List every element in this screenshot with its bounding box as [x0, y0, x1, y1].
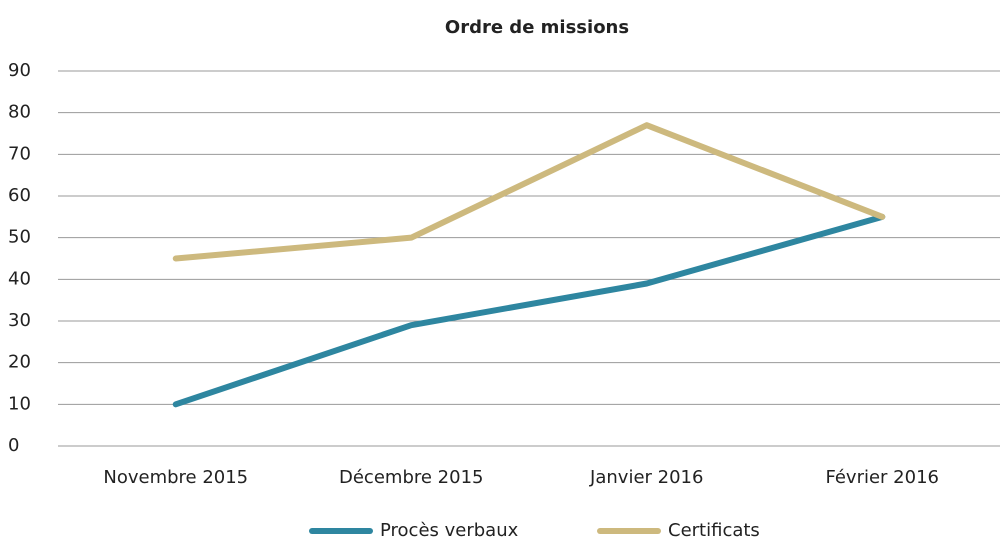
- y-tick-label: 40: [8, 268, 31, 289]
- x-tick-label: Janvier 2016: [589, 467, 703, 488]
- y-tick-label: 60: [8, 185, 31, 206]
- chart-title: Ordre de missions: [445, 17, 629, 38]
- x-tick-label: Décembre 2015: [339, 467, 483, 488]
- y-tick-label: 20: [8, 352, 31, 373]
- y-tick-label: 80: [8, 102, 31, 123]
- y-tick-label: 10: [8, 393, 31, 414]
- y-tick-label: 0: [8, 435, 19, 456]
- line-series: [172, 213, 886, 408]
- legend-label: Certificats: [668, 520, 760, 541]
- y-tick-label: 50: [8, 227, 31, 248]
- x-tick-label: Février 2016: [825, 467, 939, 488]
- y-tick-label: 90: [8, 60, 31, 81]
- y-tick-label: 70: [8, 143, 31, 164]
- y-tick-label: 30: [8, 310, 31, 331]
- line-series: [172, 122, 886, 262]
- x-tick-label: Novembre 2015: [103, 467, 248, 488]
- legend-label: Procès verbaux: [380, 520, 519, 541]
